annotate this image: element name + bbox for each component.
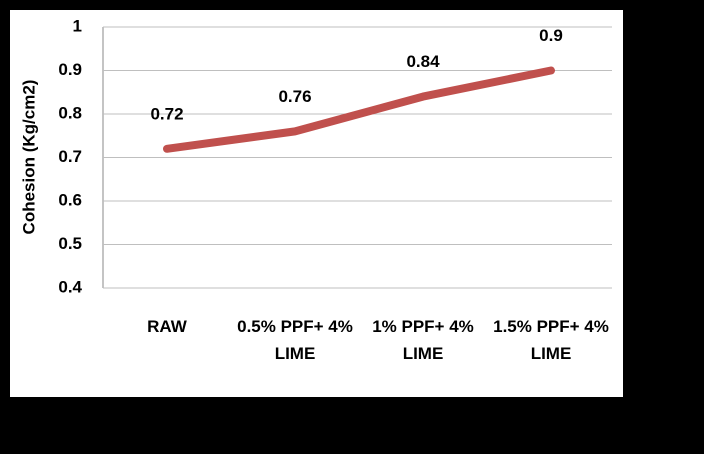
y-tick-label: 0.4 bbox=[58, 277, 82, 296]
x-tick-label: RAW bbox=[147, 317, 187, 336]
data-label: 0.9 bbox=[539, 26, 563, 45]
y-tick-label: 0.9 bbox=[58, 60, 82, 79]
x-tick-label: 1.5% PPF+ 4% LIME bbox=[493, 317, 609, 363]
x-tick-label: 0.5% PPF+ 4% LIME bbox=[237, 317, 353, 363]
data-label: 0.72 bbox=[150, 104, 183, 123]
data-line bbox=[163, 66, 555, 153]
y-tick-label: 1 bbox=[73, 16, 82, 35]
y-tick-label: 0.8 bbox=[58, 103, 82, 122]
y-tick-label: 0.6 bbox=[58, 190, 82, 209]
y-tick-label: 0.5 bbox=[58, 234, 82, 253]
x-tick-label: 1% PPF+ 4% LIME bbox=[372, 317, 474, 363]
y-tick-label: 0.7 bbox=[58, 147, 82, 166]
data-label: 0.76 bbox=[278, 87, 311, 106]
y-axis-label: Cohesion (Kg/cm2) bbox=[19, 80, 38, 235]
data-label: 0.84 bbox=[406, 52, 440, 71]
